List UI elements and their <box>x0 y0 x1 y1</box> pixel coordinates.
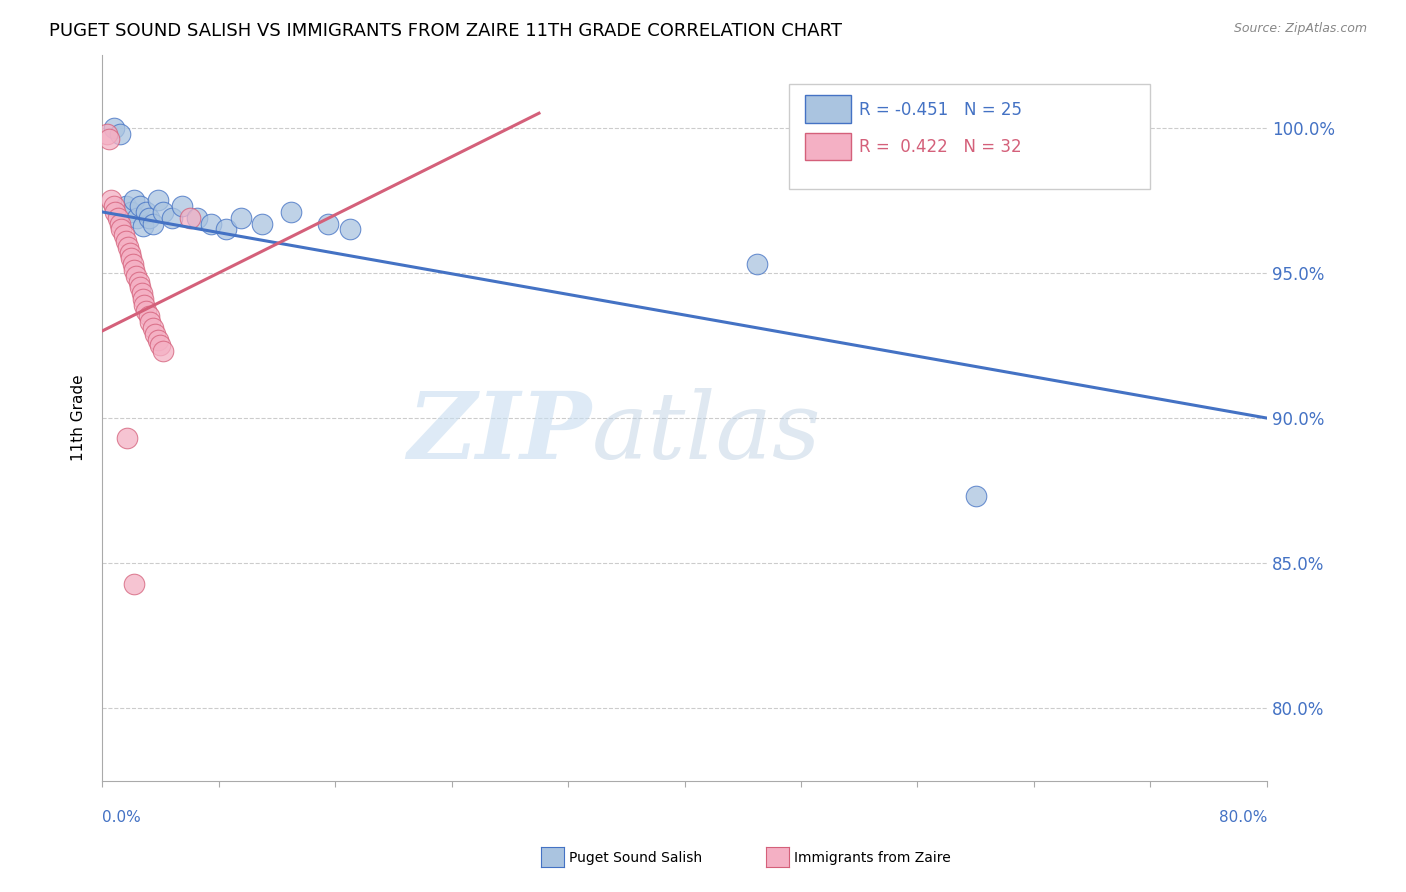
Point <box>149 338 172 352</box>
Point <box>131 286 153 301</box>
Text: atlas: atlas <box>592 388 821 477</box>
Point <box>108 127 131 141</box>
Point <box>125 268 148 283</box>
Point <box>98 132 121 146</box>
Point <box>142 217 165 231</box>
Point <box>112 228 135 243</box>
Point <box>316 217 339 231</box>
Point <box>128 275 150 289</box>
Point <box>118 245 141 260</box>
Point <box>280 205 302 219</box>
Point <box>138 310 160 324</box>
Point <box>96 127 118 141</box>
Text: R =  0.422   N = 32: R = 0.422 N = 32 <box>859 138 1022 156</box>
Point <box>229 211 252 225</box>
Point <box>146 194 169 208</box>
Point <box>127 211 149 225</box>
FancyBboxPatch shape <box>804 95 851 122</box>
Point <box>146 333 169 347</box>
Point <box>120 252 142 266</box>
Point <box>104 205 127 219</box>
Point <box>117 240 139 254</box>
Point <box>122 576 145 591</box>
Point <box>103 199 125 213</box>
Point <box>110 222 132 236</box>
Point <box>339 222 361 236</box>
Point <box>132 219 155 234</box>
Text: ZIP: ZIP <box>408 388 592 477</box>
Point <box>160 211 183 225</box>
Point <box>103 120 125 135</box>
Point <box>179 211 201 225</box>
Point <box>215 222 238 236</box>
Point <box>135 205 157 219</box>
Point <box>114 199 136 213</box>
Point <box>138 211 160 225</box>
Point <box>134 298 156 312</box>
Point <box>115 431 138 445</box>
Point <box>132 292 155 306</box>
Point <box>139 315 162 329</box>
Point <box>172 199 194 213</box>
Point <box>747 257 769 271</box>
Text: Immigrants from Zaire: Immigrants from Zaire <box>794 851 950 865</box>
Point <box>252 217 274 231</box>
Text: 80.0%: 80.0% <box>1219 810 1267 825</box>
Point <box>965 490 987 504</box>
Point <box>186 211 208 225</box>
Point <box>122 194 145 208</box>
Point <box>143 326 166 341</box>
Point <box>135 303 157 318</box>
Point <box>108 217 131 231</box>
Point <box>152 205 174 219</box>
Y-axis label: 11th Grade: 11th Grade <box>72 375 86 461</box>
Text: 0.0%: 0.0% <box>103 810 141 825</box>
Point <box>129 280 152 294</box>
Point <box>100 194 122 208</box>
Point <box>200 217 222 231</box>
Text: Source: ZipAtlas.com: Source: ZipAtlas.com <box>1233 22 1367 36</box>
Point <box>107 211 129 225</box>
Text: PUGET SOUND SALISH VS IMMIGRANTS FROM ZAIRE 11TH GRADE CORRELATION CHART: PUGET SOUND SALISH VS IMMIGRANTS FROM ZA… <box>49 22 842 40</box>
FancyBboxPatch shape <box>789 84 1150 189</box>
Point <box>122 263 145 277</box>
Point <box>121 257 143 271</box>
Point <box>152 344 174 359</box>
Point <box>120 205 142 219</box>
Text: R = -0.451   N = 25: R = -0.451 N = 25 <box>859 101 1022 119</box>
Text: Puget Sound Salish: Puget Sound Salish <box>569 851 703 865</box>
Point <box>114 234 136 248</box>
FancyBboxPatch shape <box>804 133 851 161</box>
Point <box>129 199 152 213</box>
Point <box>142 321 165 335</box>
